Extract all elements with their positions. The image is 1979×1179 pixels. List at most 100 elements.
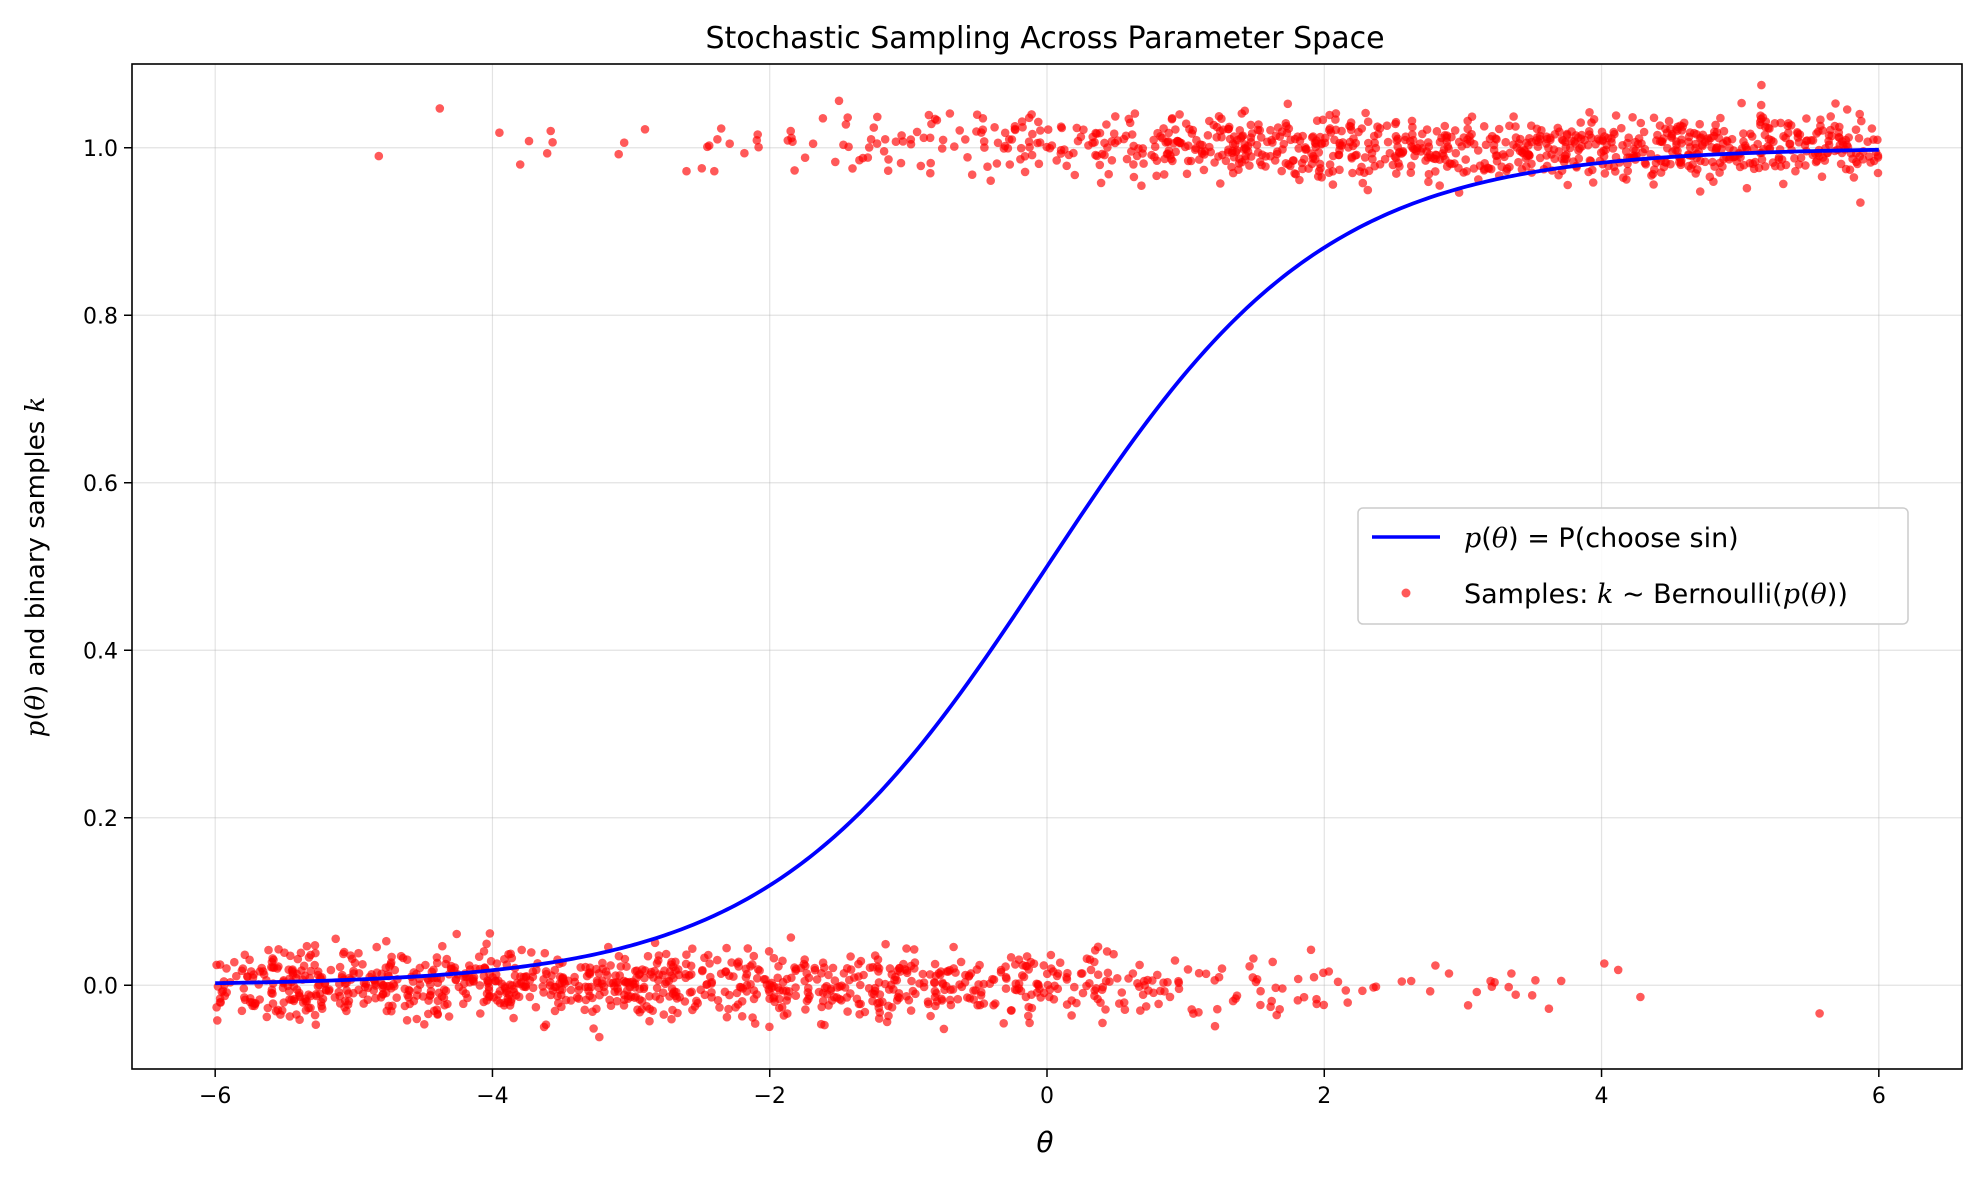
sample-point: [1333, 977, 1343, 987]
sample-point: [292, 1010, 301, 1019]
sample-point: [268, 963, 277, 972]
sample-point: [1391, 117, 1401, 127]
sample-point: [946, 1000, 956, 1010]
sample-point: [1082, 981, 1091, 991]
sample-point: [215, 960, 225, 969]
sample-point: [1091, 150, 1100, 160]
sample-point: [1278, 984, 1287, 993]
legend-box: [1357, 507, 1909, 625]
sample-point: [1836, 159, 1846, 169]
sample-point: [1557, 135, 1567, 144]
sample-point: [1096, 998, 1105, 1007]
sample-point: [884, 155, 893, 164]
sample-point: [734, 962, 743, 971]
sample-point: [1408, 122, 1417, 132]
sample-point: [1677, 156, 1686, 165]
sample-point: [1024, 1011, 1033, 1021]
sample-point: [1444, 969, 1454, 978]
sample-point: [831, 157, 840, 167]
sample-point: [1062, 1000, 1072, 1009]
sample-point: [1140, 981, 1149, 990]
sample-point: [1067, 1011, 1076, 1020]
sample-point: [1228, 168, 1238, 178]
sample-point: [1808, 136, 1818, 145]
sample-point: [1599, 152, 1609, 161]
sample-point: [1369, 983, 1378, 992]
sample-point: [1561, 142, 1571, 152]
sample-point: [1498, 150, 1508, 159]
sample-point: [746, 980, 755, 989]
sample-point: [1000, 128, 1010, 138]
sample-point: [517, 945, 526, 955]
sample-point: [698, 966, 707, 976]
sample-point: [612, 996, 622, 1006]
axis-ticks: −6 −4 −2 0 2 4 6 0.0 0.2 0.4 0.6 0.8 1.0: [83, 137, 1886, 1109]
sample-point: [1660, 157, 1670, 167]
sample-point: [1245, 161, 1254, 170]
sample-point: [1282, 128, 1292, 138]
sample-point: [731, 1003, 740, 1012]
sample-point: [786, 933, 796, 942]
sample-point: [1001, 972, 1011, 982]
sample-point: [424, 1009, 433, 1019]
sample-point: [856, 980, 865, 990]
sample-point: [439, 993, 449, 1003]
sample-point: [1523, 151, 1532, 161]
x-tick-label: 6: [1872, 1084, 1886, 1109]
sample-point: [1363, 117, 1373, 126]
sample-point: [574, 985, 584, 995]
sample-point: [331, 934, 341, 944]
sample-point: [1295, 175, 1304, 185]
sample-point: [1527, 991, 1537, 1000]
sample-point: [1084, 141, 1093, 150]
sample-point: [506, 949, 515, 959]
sample-point: [1831, 99, 1840, 108]
sample-point: [1042, 142, 1051, 152]
sample-point: [1834, 128, 1844, 137]
sample-point: [1849, 173, 1859, 182]
sample-point: [222, 964, 231, 973]
sample-point: [520, 982, 530, 991]
sample-point: [1315, 159, 1325, 169]
sample-point: [1027, 150, 1037, 160]
sample-point: [1341, 986, 1351, 995]
sample-point: [310, 1010, 320, 1020]
sample-point: [532, 965, 541, 975]
sample-point: [1432, 127, 1442, 136]
sample-point: [539, 975, 548, 984]
sample-point: [843, 113, 852, 122]
sample-point: [1020, 167, 1030, 177]
sample-point: [1410, 151, 1419, 161]
sample-point: [1034, 117, 1043, 127]
sample-point: [589, 1024, 598, 1033]
sample-point: [1117, 988, 1127, 997]
sample-point: [639, 982, 649, 992]
sample-point: [238, 964, 248, 973]
sample-point: [1800, 141, 1810, 150]
sample-point: [1233, 135, 1242, 145]
sample-point: [1120, 1005, 1130, 1014]
sample-point: [1851, 125, 1861, 134]
sample-point: [891, 137, 901, 146]
sample-point: [1217, 964, 1227, 973]
sample-point: [286, 951, 295, 961]
sample-point: [1275, 1005, 1284, 1014]
sample-point: [1183, 156, 1193, 166]
sample-point: [1355, 167, 1365, 176]
sample-point: [588, 993, 597, 1003]
sample-point: [1512, 143, 1521, 152]
sample-point: [1619, 173, 1628, 182]
sample-point: [1053, 969, 1063, 978]
sample-point: [511, 990, 521, 1000]
sample-point: [1408, 130, 1417, 139]
sample-point: [1357, 124, 1367, 133]
sample-point: [1115, 999, 1124, 1008]
sample-point: [1138, 149, 1147, 158]
sample-point: [1364, 138, 1373, 148]
sample-point: [979, 137, 989, 146]
x-tick-label: −4: [476, 1084, 508, 1109]
sample-point: [1611, 111, 1621, 120]
sample-point: [342, 1006, 351, 1016]
sample-point: [1102, 120, 1111, 129]
sample-point: [1824, 136, 1833, 146]
